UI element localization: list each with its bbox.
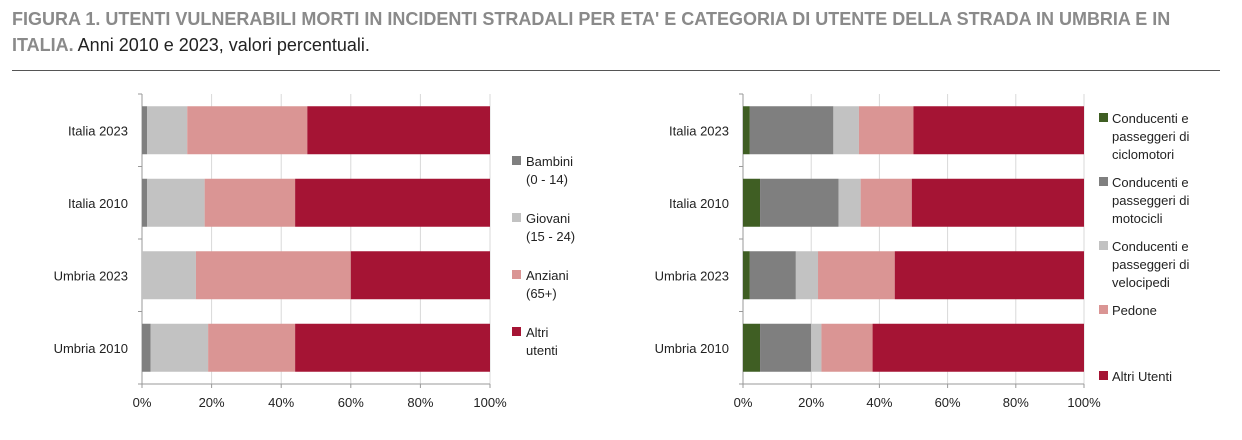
bar-umbria-2023-anziani-65: [195, 251, 351, 300]
category-label-italia-2010: Italia 2010: [669, 196, 729, 211]
legend-label-altri-utenti: Altri Utenti: [1112, 369, 1172, 384]
category-label-italia-2023: Italia 2023: [669, 123, 729, 138]
legend-label-pedone: Pedone: [1112, 303, 1157, 318]
legend-swatch-pedone: [1099, 305, 1108, 314]
legend-swatch-altri-utenti: [1099, 371, 1108, 380]
x-tick-label: 40%: [866, 395, 892, 410]
bar-umbria-2023-conducenti-e-passeggeri-di-motocicli: [749, 251, 796, 300]
x-tick-label: 80%: [1003, 395, 1029, 410]
bar-umbria-2023-pedone: [818, 251, 895, 300]
x-tick-label: 60%: [338, 395, 364, 410]
bar-umbria-2010-giovani-15-24: [150, 323, 209, 372]
bar-italia-2023-conducenti-e-passeggeri-di-ciclomotori: [743, 106, 750, 155]
bar-umbria-2010-bambini-0-14: [142, 323, 151, 372]
legend-swatch-giovani-15-24: [512, 213, 521, 222]
category-label-umbria-2010: Umbria 2010: [54, 341, 128, 356]
bar-umbria-2010-pedone: [821, 323, 873, 372]
bar-umbria-2023-altri-utenti: [894, 251, 1084, 300]
bar-italia-2023-conducenti-e-passeggeri-di-velocipedi: [833, 106, 859, 155]
legend-swatch-altri-utenti: [512, 327, 521, 336]
bar-italia-2010-conducenti-e-passeggeri-di-velocipedi: [838, 178, 861, 227]
bar-italia-2010-anziani-65: [204, 178, 296, 227]
category-label-italia-2010: Italia 2010: [68, 196, 128, 211]
bar-italia-2023-pedone: [858, 106, 914, 155]
bar-umbria-2010-conducenti-e-passeggeri-di-velocipedi: [811, 323, 822, 372]
bar-italia-2023-bambini-0-14: [142, 106, 148, 155]
bar-italia-2010-conducenti-e-passeggeri-di-ciclomotori: [743, 178, 761, 227]
bar-umbria-2010-conducenti-e-passeggeri-di-ciclomotori: [743, 323, 761, 372]
bar-umbria-2023-altri-utenti: [350, 251, 490, 300]
bar-italia-2023-conducenti-e-passeggeri-di-motocicli: [749, 106, 834, 155]
x-tick-label: 100%: [1067, 395, 1101, 410]
category-label-umbria-2023: Umbria 2023: [655, 268, 729, 283]
bar-italia-2010-giovani-15-24: [147, 178, 205, 227]
bar-italia-2010-bambini-0-14: [142, 178, 148, 227]
legend-swatch-bambini-0-14: [512, 156, 521, 165]
bar-umbria-2010-altri-utenti: [872, 323, 1084, 372]
bar-umbria-2023-giovani-15-24: [142, 251, 196, 300]
x-tick-label: 80%: [407, 395, 433, 410]
legend-label-conducenti-e-passeggeri-di-motocicli: Conducenti e passeggeri di motocicli: [1112, 175, 1189, 226]
category-label-umbria-2010: Umbria 2010: [655, 341, 729, 356]
x-tick-label: 0%: [133, 395, 152, 410]
title-divider: [12, 70, 1220, 71]
legend-swatch-anziani-65: [512, 270, 521, 279]
x-tick-label: 0%: [734, 395, 753, 410]
category-label-umbria-2023: Umbria 2023: [54, 268, 128, 283]
x-tick-label: 60%: [935, 395, 961, 410]
legend-label-bambini-0-14: Bambini (0 - 14): [526, 154, 573, 187]
legend-label-conducenti-e-passeggeri-di-ciclomotori: Conducenti e passeggeri di ciclomotori: [1112, 111, 1189, 162]
x-tick-label: 40%: [268, 395, 294, 410]
bar-italia-2023-giovani-15-24: [147, 106, 188, 155]
bar-italia-2010-pedone: [860, 178, 912, 227]
category-label-italia-2023: Italia 2023: [68, 123, 128, 138]
legend-label-conducenti-e-passeggeri-di-velocipedi: Conducenti e passeggeri di velocipedi: [1112, 239, 1189, 290]
legend-label-anziani-65: Anziani (65+): [526, 268, 569, 301]
bar-umbria-2023-conducenti-e-passeggeri-di-ciclomotori: [743, 251, 750, 300]
bar-umbria-2010-anziani-65: [208, 323, 296, 372]
legend-label-giovani-15-24: Giovani (15 - 24): [526, 211, 575, 244]
bar-italia-2023-altri-utenti: [913, 106, 1084, 155]
x-tick-label: 20%: [199, 395, 225, 410]
figure-title: FIGURA 1. UTENTI VULNERABILI MORTI IN IN…: [12, 6, 1228, 58]
x-tick-label: 100%: [473, 395, 507, 410]
legend-swatch-conducenti-e-passeggeri-di-ciclomotori: [1099, 113, 1108, 122]
bar-umbria-2023-conducenti-e-passeggeri-di-velocipedi: [795, 251, 819, 300]
legend-label-altri-utenti: Altri utenti: [526, 325, 558, 358]
bar-umbria-2010-conducenti-e-passeggeri-di-motocicli: [760, 323, 812, 372]
bar-italia-2010-conducenti-e-passeggeri-di-motocicli: [760, 178, 839, 227]
x-tick-label: 20%: [798, 395, 824, 410]
bar-italia-2023-anziani-65: [187, 106, 308, 155]
legend-swatch-conducenti-e-passeggeri-di-velocipedi: [1099, 241, 1108, 250]
bar-italia-2010-altri-utenti: [911, 178, 1084, 227]
figure-title-sub: Anni 2010 e 2023, valori percentuali.: [77, 35, 370, 55]
bar-umbria-2010-altri-utenti: [295, 323, 490, 372]
bar-italia-2023-altri-utenti: [307, 106, 490, 155]
bar-italia-2010-altri-utenti: [295, 178, 490, 227]
figure-title-lead: FIGURA 1. UTENTI VULNERABILI MORTI IN IN…: [12, 9, 1171, 55]
legend-swatch-conducenti-e-passeggeri-di-motocicli: [1099, 177, 1108, 186]
